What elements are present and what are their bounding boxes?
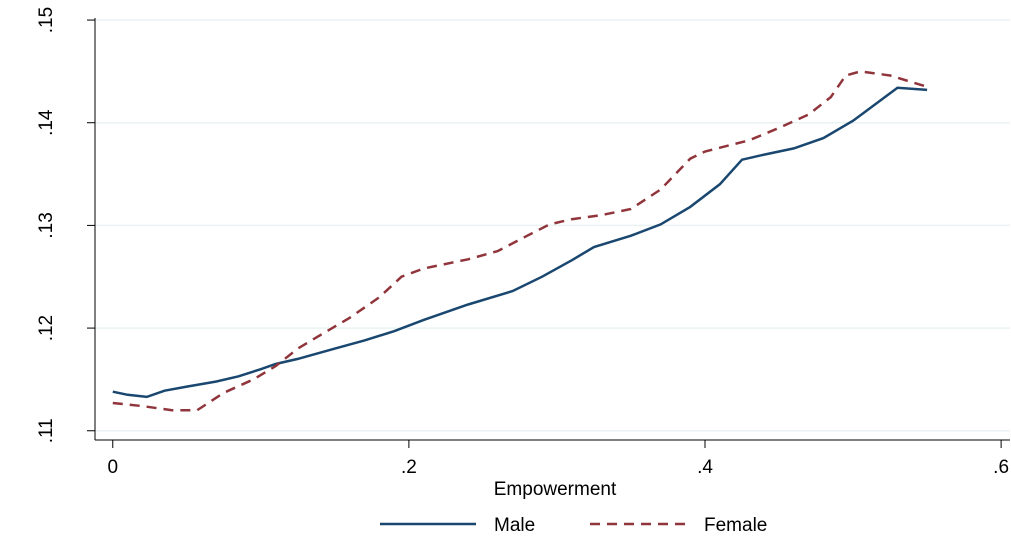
y-tick-label: .12 xyxy=(36,315,57,341)
y-tick-label: .13 xyxy=(36,212,57,238)
x-tick-label: .2 xyxy=(401,457,417,478)
y-tick-label: .14 xyxy=(36,109,57,136)
legend-label: Female xyxy=(704,515,767,536)
x-tick-label: 0 xyxy=(107,457,118,478)
x-tick-label: .6 xyxy=(993,457,1009,478)
x-axis-label: Empowerment xyxy=(494,479,617,500)
y-tick-label: .11 xyxy=(36,418,57,443)
legend-label: Male xyxy=(494,515,535,536)
y-tick-label: .15 xyxy=(36,7,57,33)
x-tick-label: .4 xyxy=(697,457,713,478)
series-line xyxy=(112,70,928,412)
series-line xyxy=(112,86,928,399)
